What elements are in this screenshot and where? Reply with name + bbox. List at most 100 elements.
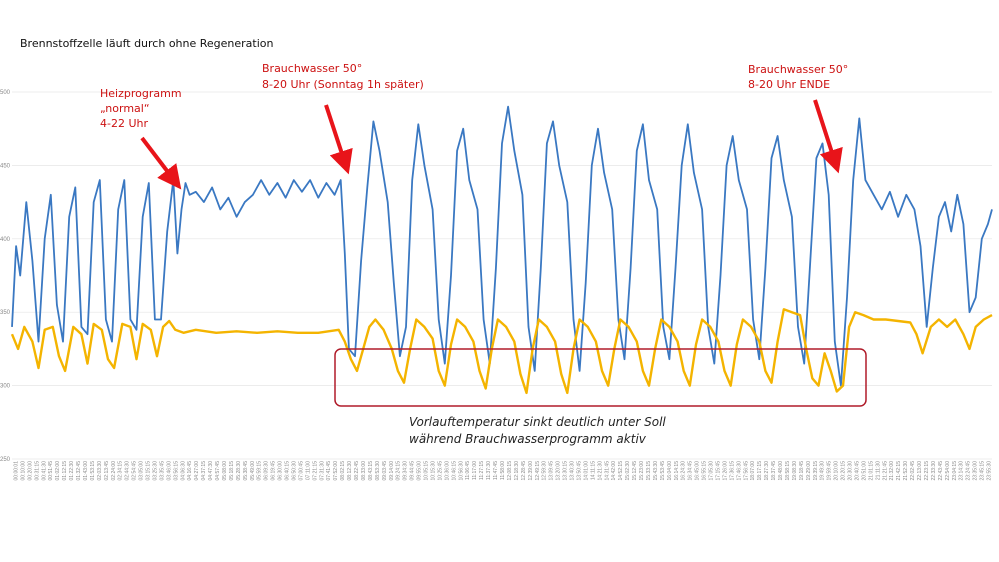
x-tick-label: 00:51:45 xyxy=(48,461,54,481)
x-tick-label: 02:44:30 xyxy=(125,461,131,481)
x-tick-label: 13:09:45 xyxy=(549,461,555,481)
y-tick-label: 350 xyxy=(0,310,11,316)
x-tick-label: 23:35:00 xyxy=(973,461,979,481)
x-tick-label: 13:30:15 xyxy=(563,461,569,481)
x-tick-label: 23:04:15 xyxy=(952,461,958,481)
x-tick-label: 01:43:00 xyxy=(83,461,89,481)
y-tick-label: 500 xyxy=(0,90,11,96)
x-tick-label: 12:18:30 xyxy=(514,461,520,481)
x-tick-label: 15:53:45 xyxy=(660,461,666,481)
x-tick-label: 18:27:30 xyxy=(764,461,770,481)
x-tick-label: 22:23:15 xyxy=(924,461,930,481)
x-tick-label: 23:55:30 xyxy=(987,461,993,481)
x-tick-label: 06:50:30 xyxy=(292,461,298,481)
x-tick-label: 20:40:45 xyxy=(855,461,861,481)
x-tick-label: 07:00:45 xyxy=(298,461,304,481)
x-tick-label: 16:55:15 xyxy=(702,461,708,481)
x-tick-label: 11:37:30 xyxy=(486,461,492,480)
x-tick-label: 04:57:45 xyxy=(215,461,221,481)
x-axis-ticks: 00:00:01 00:10:00 00:20:00 00:31:15 00:41:30… xyxy=(14,461,993,481)
x-tick-label: 05:08:00 xyxy=(222,461,228,481)
x-tick-label: 11:27:15 xyxy=(479,461,485,480)
x-tick-label: 02:13:45 xyxy=(104,461,110,481)
x-tick-label: 01:22:30 xyxy=(69,461,75,481)
y-axis-ticks: 250 300 350 400 450 500 xyxy=(0,90,11,463)
x-tick-label: 03:25:30 xyxy=(153,461,159,481)
highlight-box xyxy=(334,348,867,407)
x-tick-label: 10:46:15 xyxy=(451,461,457,481)
x-tick-label: 04:47:30 xyxy=(208,461,214,481)
x-tick-label: 02:54:45 xyxy=(132,461,138,481)
x-tick-label: 12:49:15 xyxy=(535,461,541,481)
x-tick-label: 18:17:15 xyxy=(757,461,763,481)
x-tick-label: 16:24:30 xyxy=(681,461,687,481)
x-tick-label: 04:27:00 xyxy=(194,461,200,481)
x-tick-label: 18:48:00 xyxy=(778,461,784,481)
x-tick-label: 02:34:15 xyxy=(118,461,124,481)
x-tick-label: 00:00:01 xyxy=(14,461,20,481)
x-tick-label: 14:21:30 xyxy=(597,461,603,481)
x-tick-label: 16:04:00 xyxy=(667,461,673,481)
x-tick-label: 20:30:30 xyxy=(848,461,854,481)
x-tick-label: 22:02:45 xyxy=(910,461,916,481)
x-tick-label: 17:26:00 xyxy=(722,461,728,481)
x-tick-label: 00:41:30 xyxy=(41,461,47,481)
x-tick-label: 12:28:45 xyxy=(521,461,527,481)
x-tick-label: 21:01:15 xyxy=(868,461,874,481)
x-tick-label: 06:09:30 xyxy=(264,461,270,481)
x-tick-label: 09:03:45 xyxy=(382,461,388,481)
x-tick-label: 17:15:45 xyxy=(716,461,722,481)
x-tick-label: 10:25:45 xyxy=(437,461,443,481)
x-tick-label: 21:42:15 xyxy=(896,461,902,481)
annotation-heizprogramm: Heizprogramm „normal“ 4-22 Uhr xyxy=(100,87,182,190)
annotation-brauchwasser-ende-arrow xyxy=(813,99,843,174)
x-tick-label: 01:53:15 xyxy=(90,461,96,481)
x-tick-label: 05:18:15 xyxy=(229,461,235,481)
x-tick-label: 01:02:00 xyxy=(55,461,61,481)
x-tick-label: 08:22:45 xyxy=(354,461,360,481)
y-tick-label: 400 xyxy=(0,237,11,243)
x-tick-label: 15:43:30 xyxy=(653,461,659,481)
annotation-brauchwasser-ende-line1: Brauchwasser 50° xyxy=(748,63,848,76)
annotation-note-line1: Vorlauftemperatur sinkt deutlich unter S… xyxy=(409,415,666,429)
x-tick-label: 16:14:15 xyxy=(674,461,680,481)
x-tick-label: 09:24:15 xyxy=(396,461,402,481)
x-tick-label: 05:59:15 xyxy=(257,461,263,481)
x-tick-label: 08:53:30 xyxy=(375,461,381,481)
x-tick-label: 00:31:15 xyxy=(34,461,40,481)
annotation-brauchwasser-start-arrow xyxy=(324,104,353,175)
x-tick-label: 06:30:00 xyxy=(278,461,284,481)
y-tick-label: 300 xyxy=(0,384,11,390)
y-tick-label: 250 xyxy=(0,457,11,463)
x-tick-label: 08:12:30 xyxy=(347,461,353,481)
x-tick-label: 02:24:00 xyxy=(111,461,117,481)
x-tick-label: 06:40:15 xyxy=(285,461,291,481)
x-tick-label: 10:56:30 xyxy=(458,461,464,481)
annotation-note-line2: während Brauchwasserprogramm aktiv xyxy=(409,432,647,446)
x-tick-label: 15:12:45 xyxy=(632,461,638,481)
annotation-note: Vorlauftemperatur sinkt deutlich unter S… xyxy=(409,415,666,446)
x-tick-label: 11:17:00 xyxy=(472,461,478,480)
x-tick-label: 10:05:15 xyxy=(424,461,430,481)
x-tick-label: 15:23:00 xyxy=(639,461,645,481)
x-tick-label: 03:46:00 xyxy=(166,461,172,481)
x-tick-label: 17:36:15 xyxy=(729,461,735,481)
x-tick-label: 20:20:15 xyxy=(841,461,847,481)
x-tick-label: 09:14:00 xyxy=(389,461,395,481)
x-tick-label: 04:16:45 xyxy=(187,461,193,481)
x-tick-label: 01:32:45 xyxy=(76,461,82,481)
chart-title: Brennstoffzelle läuft durch ohne Regener… xyxy=(20,37,274,50)
x-tick-label: 12:39:00 xyxy=(528,461,534,481)
x-tick-label: 02:03:30 xyxy=(97,461,103,481)
x-tick-label: 19:49:30 xyxy=(820,461,826,481)
x-tick-label: 23:24:45 xyxy=(966,461,972,481)
x-tick-label: 19:18:45 xyxy=(799,461,805,481)
annotation-heizprogramm-arrow xyxy=(140,136,182,190)
x-tick-label: 20:51:00 xyxy=(861,461,867,481)
x-tick-label: 22:54:00 xyxy=(945,461,951,481)
annotation-heizprogramm-line2: „normal“ xyxy=(100,102,150,115)
annotation-brauchwasser-start: Brauchwasser 50° 8-20 Uhr (Sonntag 1h sp… xyxy=(262,62,424,175)
x-tick-label: 21:11:30 xyxy=(875,461,881,480)
x-tick-label: 19:39:15 xyxy=(813,461,819,481)
x-tick-label: 09:44:45 xyxy=(410,461,416,481)
